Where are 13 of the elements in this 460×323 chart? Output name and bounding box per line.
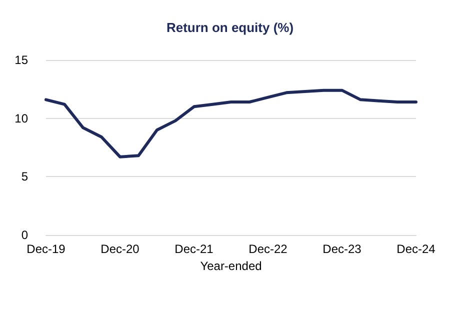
x-tick-label: Dec-23 <box>322 242 362 256</box>
chart-title: Return on equity (%) <box>166 20 294 35</box>
y-tick-label: 5 <box>21 170 28 184</box>
line-series <box>44 88 418 158</box>
x-axis-title: Year-ended <box>200 258 262 273</box>
x-tick-label: Dec-21 <box>174 242 214 256</box>
y-tick-label: 15 <box>14 53 28 67</box>
y-tick-label: 0 <box>21 228 28 242</box>
x-tick-label: Dec-20 <box>100 242 140 256</box>
x-tick-label: Dec-19 <box>26 242 66 256</box>
y-tick-label: 10 <box>14 111 28 126</box>
x-tick-label: Dec-24 <box>396 242 436 256</box>
x-tick-label: Dec-22 <box>248 242 288 256</box>
